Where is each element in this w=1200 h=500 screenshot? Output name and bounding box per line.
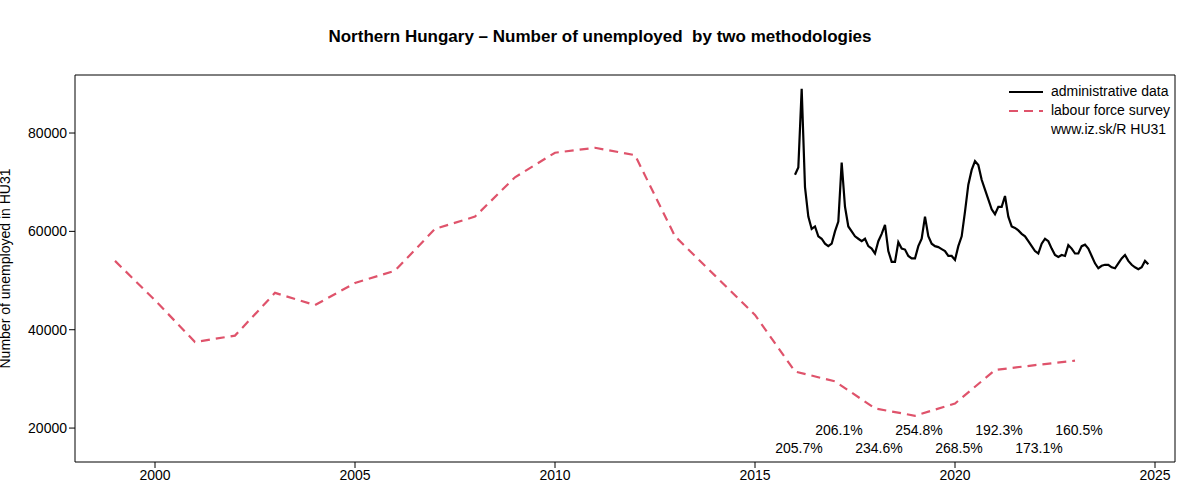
- svg-text:20000: 20000: [28, 420, 67, 436]
- svg-text:2015: 2015: [739, 467, 770, 483]
- svg-text:254.8%: 254.8%: [895, 422, 942, 438]
- svg-text:2005: 2005: [339, 467, 370, 483]
- svg-text:206.1%: 206.1%: [815, 422, 862, 438]
- svg-text:160.5%: 160.5%: [1055, 422, 1102, 438]
- html-text:administrative data: administrative data: [1050, 83, 1169, 99]
- svg-text:2025: 2025: [1139, 467, 1170, 483]
- svg-text:234.6%: 234.6%: [855, 440, 902, 456]
- html-text:labour force survey: labour force survey: [1050, 102, 1170, 118]
- svg-text:40000: 40000: [28, 322, 67, 338]
- svg-text:Number of unemployed in HU31: Number of unemployed in HU31: [8, 168, 13, 368]
- svg-text:268.5%: 268.5%: [935, 440, 982, 456]
- html-text:www.iz.sk/R HU31: www.iz.sk/R HU31: [1050, 121, 1167, 137]
- svg-text:2000: 2000: [139, 467, 170, 483]
- svg-text:173.1%: 173.1%: [1015, 440, 1062, 456]
- svg-text:60000: 60000: [28, 223, 67, 239]
- html-text:Northern Hungary – Number of u: Northern Hungary – Number of unemployed …: [328, 27, 872, 46]
- svg-text:205.7%: 205.7%: [775, 440, 822, 456]
- svg-text:2020: 2020: [939, 467, 970, 483]
- svg-text:80000: 80000: [28, 125, 67, 141]
- svg-text:192.3%: 192.3%: [975, 422, 1022, 438]
- svg-text:2010: 2010: [539, 467, 570, 483]
